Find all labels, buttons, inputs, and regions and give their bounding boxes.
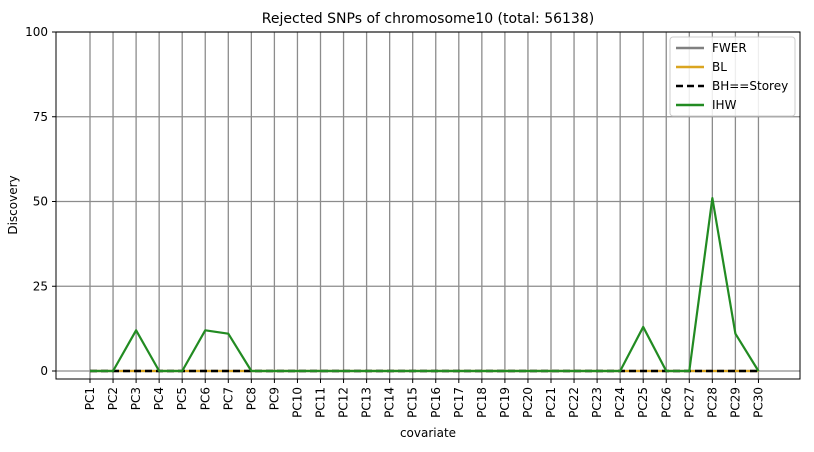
- plot-frame: [55, 31, 801, 380]
- x-tick-label: PC20: [521, 387, 535, 418]
- x-tick-label: PC17: [452, 387, 466, 418]
- x-tick-label: PC11: [314, 387, 328, 418]
- x-tick-label: PC26: [659, 387, 673, 418]
- x-tick-label: PC29: [728, 387, 742, 418]
- x-tick-label: PC4: [152, 387, 166, 410]
- x-tick-label: PC23: [590, 387, 604, 418]
- x-tick-label: PC22: [567, 387, 581, 418]
- x-tick-label: PC7: [221, 387, 235, 410]
- x-tick-label: PC1: [83, 387, 97, 410]
- x-tick-label: PC9: [267, 387, 281, 410]
- y-tick-label: 100: [25, 25, 48, 39]
- x-tick-label: PC19: [498, 387, 512, 418]
- legend-label: BH==Storey: [712, 79, 788, 93]
- legend-label: IHW: [712, 98, 737, 112]
- x-tick-label: PC5: [175, 387, 189, 410]
- legend: FWER BL BH==Storey IHW: [669, 36, 796, 117]
- legend-label: BL: [712, 60, 727, 74]
- x-tick-label: PC25: [636, 387, 650, 418]
- x-tick-label: PC21: [544, 387, 558, 418]
- chart-title: Rejected SNPs of chromosome10 (total: 56…: [262, 11, 594, 27]
- y-tick-label: 0: [40, 364, 48, 378]
- legend-box: [669, 36, 796, 117]
- x-tick-label: PC10: [290, 387, 304, 418]
- legend-label: FWER: [712, 41, 747, 55]
- y-axis-ticks: 0 25 50 75 100: [25, 25, 56, 378]
- x-axis-label: covariate: [400, 426, 456, 440]
- x-tick-label: PC6: [198, 387, 212, 410]
- x-tick-label: PC30: [751, 387, 765, 418]
- y-tick-label: 50: [33, 195, 48, 209]
- series-line-ihw: [90, 197, 760, 373]
- x-axis-ticks: PC1 PC2 PC3 PC4 PC5 PC6 PC7 PC8 PC9 PC10 PC11 PC12 P…: [83, 379, 765, 418]
- x-tick-label: PC27: [682, 387, 696, 418]
- x-tick-label: PC2: [106, 387, 120, 410]
- x-tick-label: PC15: [406, 387, 420, 418]
- x-tick-label: PC3: [129, 387, 143, 410]
- x-tick-label: PC8: [244, 387, 258, 410]
- x-tick-label: PC16: [429, 387, 443, 418]
- x-tick-label: PC24: [613, 387, 627, 418]
- y-tick-label: 75: [33, 110, 48, 124]
- y-axis-label: Discovery: [6, 175, 20, 234]
- x-tick-label: PC13: [360, 387, 374, 418]
- x-tick-label: PC18: [475, 387, 489, 418]
- x-tick-label: PC12: [337, 387, 351, 418]
- series-layer: [90, 197, 760, 373]
- y-tick-label: 25: [33, 279, 48, 293]
- x-tick-label: PC28: [705, 387, 719, 418]
- x-tick-label: PC14: [383, 387, 397, 418]
